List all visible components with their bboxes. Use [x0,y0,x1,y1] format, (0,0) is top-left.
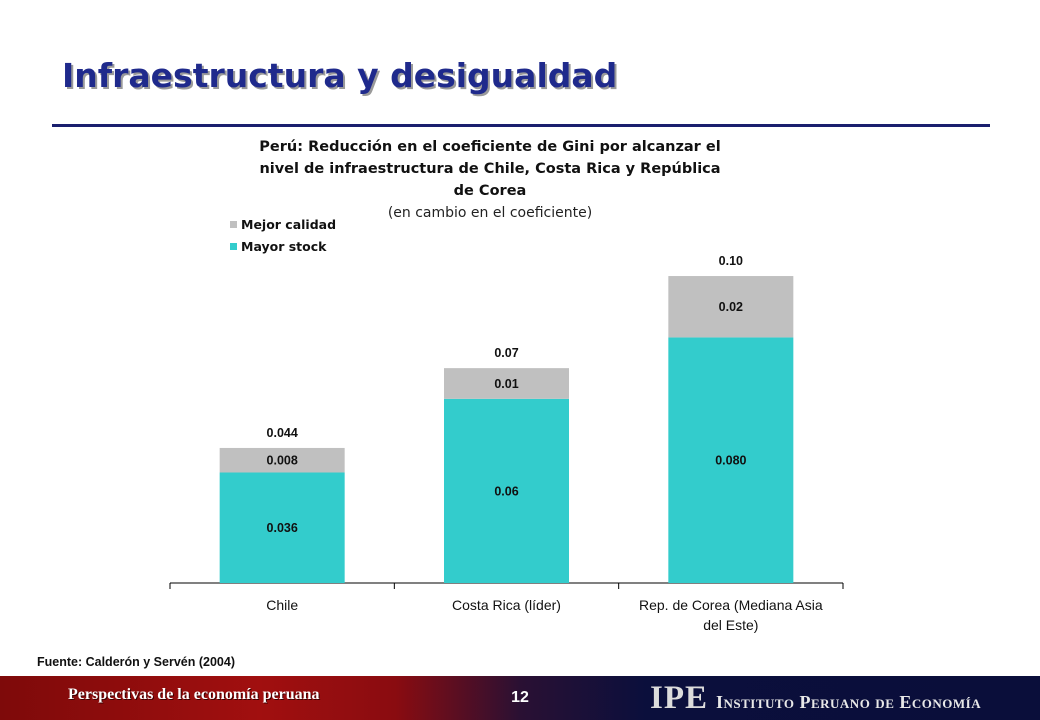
footer-bar: Perspectivas de la economía peruana 12 I… [0,676,1040,720]
page-number: 12 [511,689,529,706]
bar-segment-label: 0.02 [719,300,743,314]
bar-segment [444,368,569,399]
x-tick-label: Costa Rica (líder) [452,597,561,613]
x-tick-label-line: Chile [266,597,298,613]
legend-label: Mayor stock [241,239,327,254]
bar-segment [219,447,345,473]
bar-total-label: 0.07 [494,346,518,360]
bar-segment-label: 0.01 [494,377,518,391]
chart-subtitle: (en cambio en el coeficiente) [387,205,593,221]
footer-presentation-title: Perspectivas de la economía peruana [68,686,320,703]
legend-swatch [230,243,237,250]
chart-title-block: Perú: Reducción en el coeficiente de Gin… [255,136,725,224]
bar-segment-label: 0.06 [494,484,518,498]
bar-segment [219,472,345,583]
stacked-bar-chart: 0.036 0.008 0.044 Chile 0.06 0.01 0.07 Costa Ri… [169,217,844,633]
bar-segment [444,398,569,583]
bar-segment [668,337,794,583]
source-note: Fuente: Calderón y Servén (2004) [37,655,235,669]
x-tick-label: Chile [266,597,298,613]
x-tick-label-line: del Este) [703,617,758,633]
logo-text: Instituto Peruano de Economía [716,692,982,712]
bar-total-label: 0.044 [267,426,298,440]
slide-title: Infraestructura y desigualdad [62,56,618,95]
bar-total-label: 0.10 [719,254,743,268]
legend-swatch [230,221,237,228]
bar-segment-label: 0.008 [267,454,298,468]
bar-segment-label: 0.036 [267,521,298,535]
x-tick-label: Rep. de Corea (Mediana Asia del Este) [639,597,823,633]
ipe-logo: IPE Instituto Peruano de Economía [650,680,981,717]
title-underline [52,124,990,127]
bar-segment-label: 0.080 [715,454,746,468]
legend-label: Mejor calidad [241,217,336,232]
bar-segment [668,276,794,338]
logo-mark: IPE [650,680,709,716]
x-tick-label-line: Rep. de Corea (Mediana Asia [639,597,823,613]
chart-title: Perú: Reducción en el coeficiente de Gin… [259,139,721,199]
x-tick-label-line: Costa Rica (líder) [452,597,561,613]
